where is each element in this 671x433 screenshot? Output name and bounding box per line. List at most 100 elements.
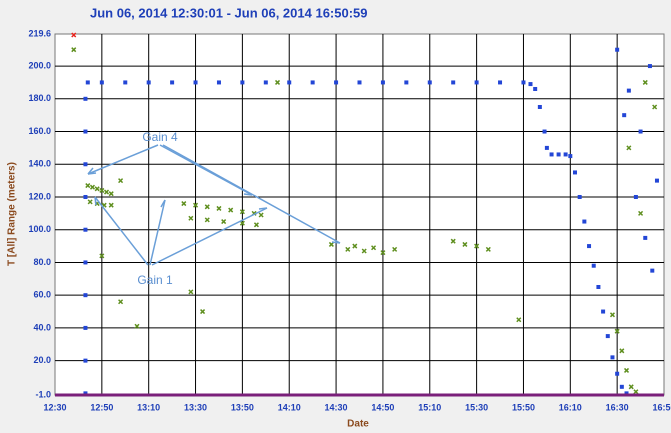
point	[94, 186, 100, 192]
point	[83, 129, 88, 134]
point	[626, 88, 631, 93]
x-tick-label: 14:10	[278, 402, 301, 412]
point	[328, 241, 334, 247]
y-tick-label: 80.0	[33, 257, 51, 267]
point	[87, 199, 93, 205]
point	[626, 145, 632, 151]
point	[118, 299, 124, 305]
point	[485, 246, 491, 252]
y-tick-label: 200.0	[28, 60, 51, 70]
y-tick-label: 160.0	[28, 126, 51, 136]
x-tick-label: 16:10	[559, 402, 582, 412]
x-tick-label: 15:30	[465, 402, 488, 412]
point	[118, 178, 124, 184]
y-tick-label: 100.0	[28, 224, 51, 234]
point	[83, 194, 88, 199]
y-tick-label: -1.0	[35, 389, 51, 399]
point	[104, 189, 110, 195]
point	[556, 152, 561, 157]
point	[633, 194, 638, 199]
point	[392, 246, 398, 252]
point	[253, 222, 259, 228]
point	[614, 328, 620, 334]
point	[345, 246, 351, 252]
point	[193, 202, 199, 208]
plot-area	[54, 33, 665, 396]
point	[83, 227, 88, 232]
point	[650, 268, 655, 273]
point	[624, 391, 629, 396]
point	[623, 367, 630, 373]
point	[404, 80, 409, 85]
point	[498, 80, 503, 85]
chart-title: Jun 06, 2014 12:30:01 - Jun 06, 2014 16:…	[90, 5, 368, 20]
point	[108, 191, 114, 197]
point	[474, 243, 480, 249]
point	[108, 202, 114, 208]
x-tick-label: 15:10	[418, 402, 441, 412]
point	[610, 355, 615, 360]
point	[71, 32, 77, 38]
y-axis-label: T [All] Range (meters)	[7, 162, 18, 266]
point	[181, 201, 187, 207]
point	[239, 209, 245, 215]
point	[533, 86, 538, 91]
point	[582, 219, 587, 224]
x-tick-label: 14:50	[371, 402, 394, 412]
point	[628, 384, 634, 390]
point	[221, 219, 227, 225]
point	[521, 80, 526, 85]
point	[83, 162, 88, 167]
y-tick-label: 20.0	[33, 355, 51, 365]
point	[647, 64, 652, 69]
y-tick-label: 40.0	[33, 322, 51, 332]
point	[462, 241, 468, 247]
x-tick-label: 12:30	[43, 402, 66, 412]
x-tick-label: 12:50	[90, 402, 113, 412]
point	[619, 384, 624, 389]
point	[361, 248, 367, 254]
point	[549, 152, 554, 157]
point	[609, 312, 615, 318]
y-tick-label: 120.0	[28, 191, 51, 201]
y-tick-label: 180.0	[28, 93, 51, 103]
point	[619, 348, 625, 354]
x-tick-label: 14:30	[325, 402, 348, 412]
point	[310, 80, 315, 85]
point	[83, 260, 88, 265]
point	[274, 79, 281, 85]
x-tick-label: 13:50	[231, 402, 254, 412]
point	[542, 129, 547, 134]
point	[642, 79, 648, 85]
point	[516, 317, 522, 323]
point	[99, 187, 105, 193]
point	[544, 145, 549, 150]
point	[170, 80, 175, 85]
x-tick-label: 16:50	[652, 402, 671, 412]
point	[83, 96, 88, 101]
point	[577, 194, 582, 199]
point	[633, 389, 639, 395]
point	[89, 184, 96, 190]
point	[123, 80, 128, 85]
point	[287, 80, 292, 85]
point	[591, 263, 596, 268]
point	[451, 80, 456, 85]
point	[240, 80, 245, 85]
point	[652, 104, 658, 110]
point	[216, 205, 222, 211]
point	[563, 152, 568, 157]
point	[572, 170, 577, 175]
y-tick-label: 219.6	[28, 28, 51, 38]
point	[204, 204, 210, 210]
point	[427, 80, 432, 85]
point	[615, 47, 620, 52]
point	[204, 217, 210, 223]
point	[99, 80, 104, 85]
point	[615, 371, 620, 376]
point	[83, 391, 88, 396]
point	[587, 244, 592, 249]
point	[352, 243, 358, 249]
point	[85, 80, 90, 85]
